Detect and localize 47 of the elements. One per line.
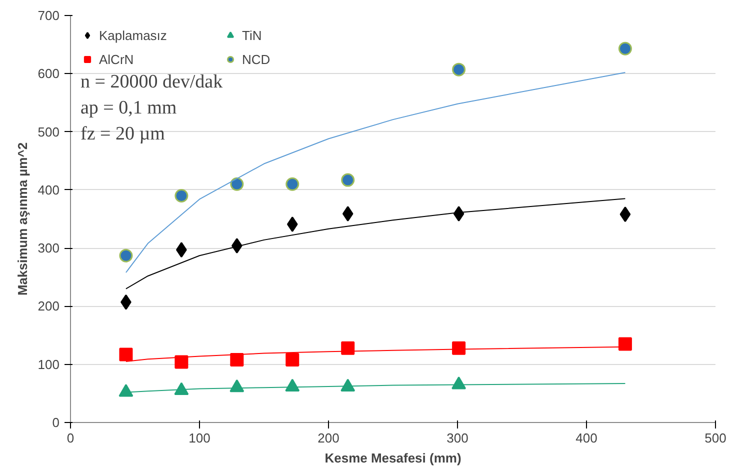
x-tick-label: 300 <box>446 430 468 446</box>
x-tick-label: 400 <box>576 430 598 446</box>
x-tick-label: 200 <box>318 430 340 446</box>
point <box>118 384 134 397</box>
x-tick-label: 500 <box>704 430 726 446</box>
point <box>174 355 188 369</box>
legend-label: AlCrN <box>99 52 135 66</box>
point <box>231 238 242 254</box>
point <box>340 378 356 392</box>
x-tick-label: 100 <box>188 430 210 446</box>
x-tick-label: 0 <box>66 430 74 446</box>
y-tick-label: 0 <box>52 415 60 430</box>
point <box>341 173 355 187</box>
y-tick-label: 200 <box>38 298 60 314</box>
y-tick-label: 500 <box>38 124 60 140</box>
y-tick-label: 600 <box>38 66 60 82</box>
point <box>174 189 188 202</box>
point <box>452 341 466 355</box>
point <box>119 248 133 262</box>
point <box>230 352 244 366</box>
point <box>620 206 631 222</box>
point <box>230 177 244 191</box>
annotation: ap = 0,1 mm <box>80 98 177 118</box>
point <box>452 62 466 76</box>
point <box>618 42 632 56</box>
x-axis-title: Kesme Mesafesi (mm) <box>324 450 462 466</box>
point <box>286 216 298 232</box>
y-tick-label: 400 <box>38 182 60 198</box>
point <box>453 206 464 222</box>
legend-label: NCD <box>242 52 272 66</box>
point <box>342 206 354 222</box>
y-tick-label: 300 <box>38 240 60 256</box>
point <box>341 341 355 355</box>
point <box>618 337 632 351</box>
line-series <box>125 198 626 290</box>
point <box>285 378 300 392</box>
legend-label: Kaplamasız <box>99 28 168 42</box>
annotation: n = 20000 dev/dak <box>80 72 224 92</box>
y-tick-label: 100 <box>38 356 60 372</box>
point <box>286 352 300 366</box>
legend-label: TiN <box>242 28 263 42</box>
annotation: fz = 20 µm <box>80 124 166 144</box>
point <box>286 177 300 191</box>
y-tick-label: 700 <box>38 8 60 23</box>
point <box>174 382 189 396</box>
y-axis-title: Maksimum aşınma µm^2 <box>14 142 30 296</box>
point <box>119 348 133 362</box>
